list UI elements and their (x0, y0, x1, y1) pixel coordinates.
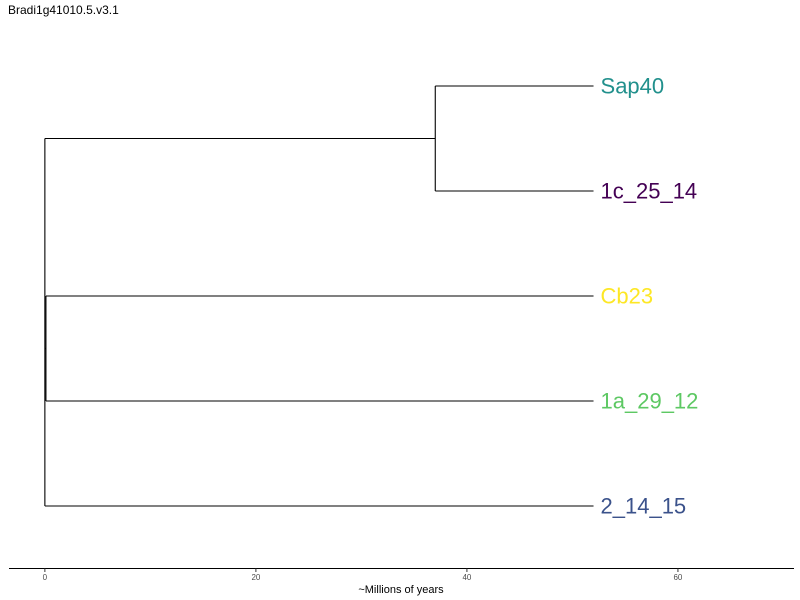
x-tick-label: 20 (251, 573, 260, 582)
leaf-label: Cb23 (601, 284, 654, 309)
x-axis: 0 20 40 60 ~Millions of years (9, 568, 794, 596)
leaf-label: 2_14_15 (601, 494, 687, 519)
leaf-label: 1c_25_14 (601, 179, 698, 204)
x-axis-title: ~Millions of years (358, 584, 444, 596)
leaf-label: 1a_29_12 (601, 389, 699, 414)
x-axis-ticks: 0 20 40 60 (43, 568, 683, 582)
x-tick-label: 0 (43, 573, 48, 582)
chart-title: Bradi1g41010.5.v3.1 (8, 3, 119, 17)
x-tick-label: 60 (673, 573, 682, 582)
leaf-labels: Sap40 1c_25_14 Cb23 1a_29_12 2_14_15 (601, 74, 699, 519)
tree-branches (44, 85, 594, 507)
leaf-label: Sap40 (601, 74, 665, 99)
x-tick-label: 40 (462, 573, 471, 582)
